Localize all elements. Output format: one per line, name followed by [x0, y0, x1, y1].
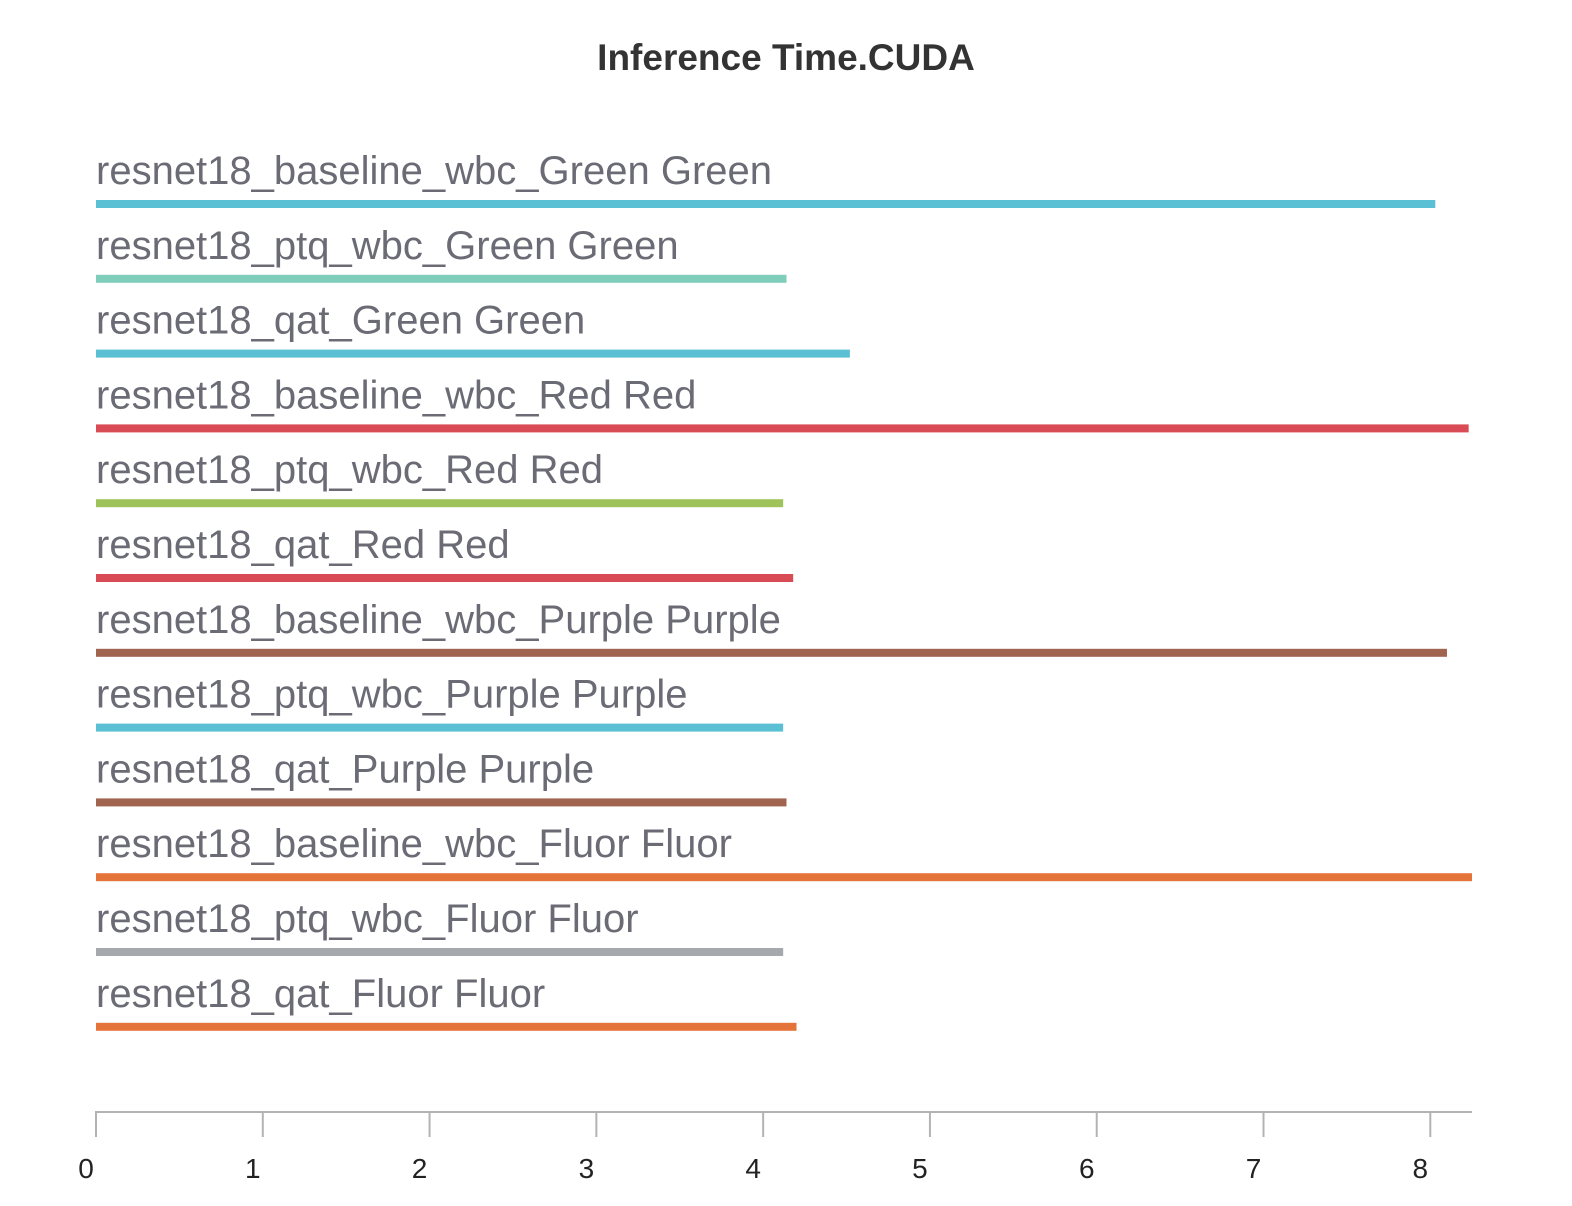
bar	[96, 948, 784, 956]
bar-label: resnet18_ptq_wbc_Green Green	[96, 224, 679, 268]
bar	[96, 274, 787, 283]
bar	[96, 499, 784, 508]
bar-label: resnet18_qat_Red Red	[96, 523, 510, 567]
bar	[96, 798, 787, 807]
bars-group: resnet18_baseline_wbc_Green Green resnet1…	[96, 149, 1472, 1031]
bar-label: resnet18_baseline_wbc_Green Green	[96, 149, 772, 193]
bar	[96, 574, 794, 582]
x-tick-label: 6	[1079, 1153, 1095, 1184]
x-tick-label: 7	[1246, 1153, 1262, 1184]
x-tick-label: 2	[412, 1153, 428, 1184]
x-tick-label: 5	[912, 1153, 928, 1184]
x-tick-label: 1	[245, 1153, 261, 1184]
bar-label: resnet18_baseline_wbc_Fluor Fluor	[96, 822, 732, 866]
chart-title: Inference Time.CUDA	[597, 37, 975, 78]
bar-label: resnet18_baseline_wbc_Purple Purple	[96, 598, 781, 642]
bar-label: resnet18_baseline_wbc_Red Red	[96, 373, 696, 417]
bar-label: resnet18_ptq_wbc_Red Red	[96, 448, 603, 492]
x-tick-label: 8	[1413, 1153, 1429, 1184]
bar	[96, 200, 1436, 208]
bar-label: resnet18_ptq_wbc_Fluor Fluor	[96, 897, 639, 941]
bar	[96, 349, 850, 358]
x-tick-label: 0	[78, 1153, 94, 1184]
bar	[96, 1022, 797, 1031]
bar	[96, 723, 784, 732]
bar	[96, 873, 1472, 882]
bar-label: resnet18_ptq_wbc_Purple Purple	[96, 673, 688, 717]
bar	[96, 648, 1447, 657]
bar-label: resnet18_qat_Green Green	[96, 299, 585, 343]
x-tick-label: 4	[745, 1153, 761, 1184]
x-axis: 0 1 2 3 4 5 6 7 8	[78, 1111, 1472, 1184]
bar-label: resnet18_qat_Fluor Fluor	[96, 972, 545, 1016]
bar-label: resnet18_qat_Purple Purple	[96, 747, 594, 791]
bar	[96, 424, 1469, 433]
x-tick-label: 3	[579, 1153, 595, 1184]
